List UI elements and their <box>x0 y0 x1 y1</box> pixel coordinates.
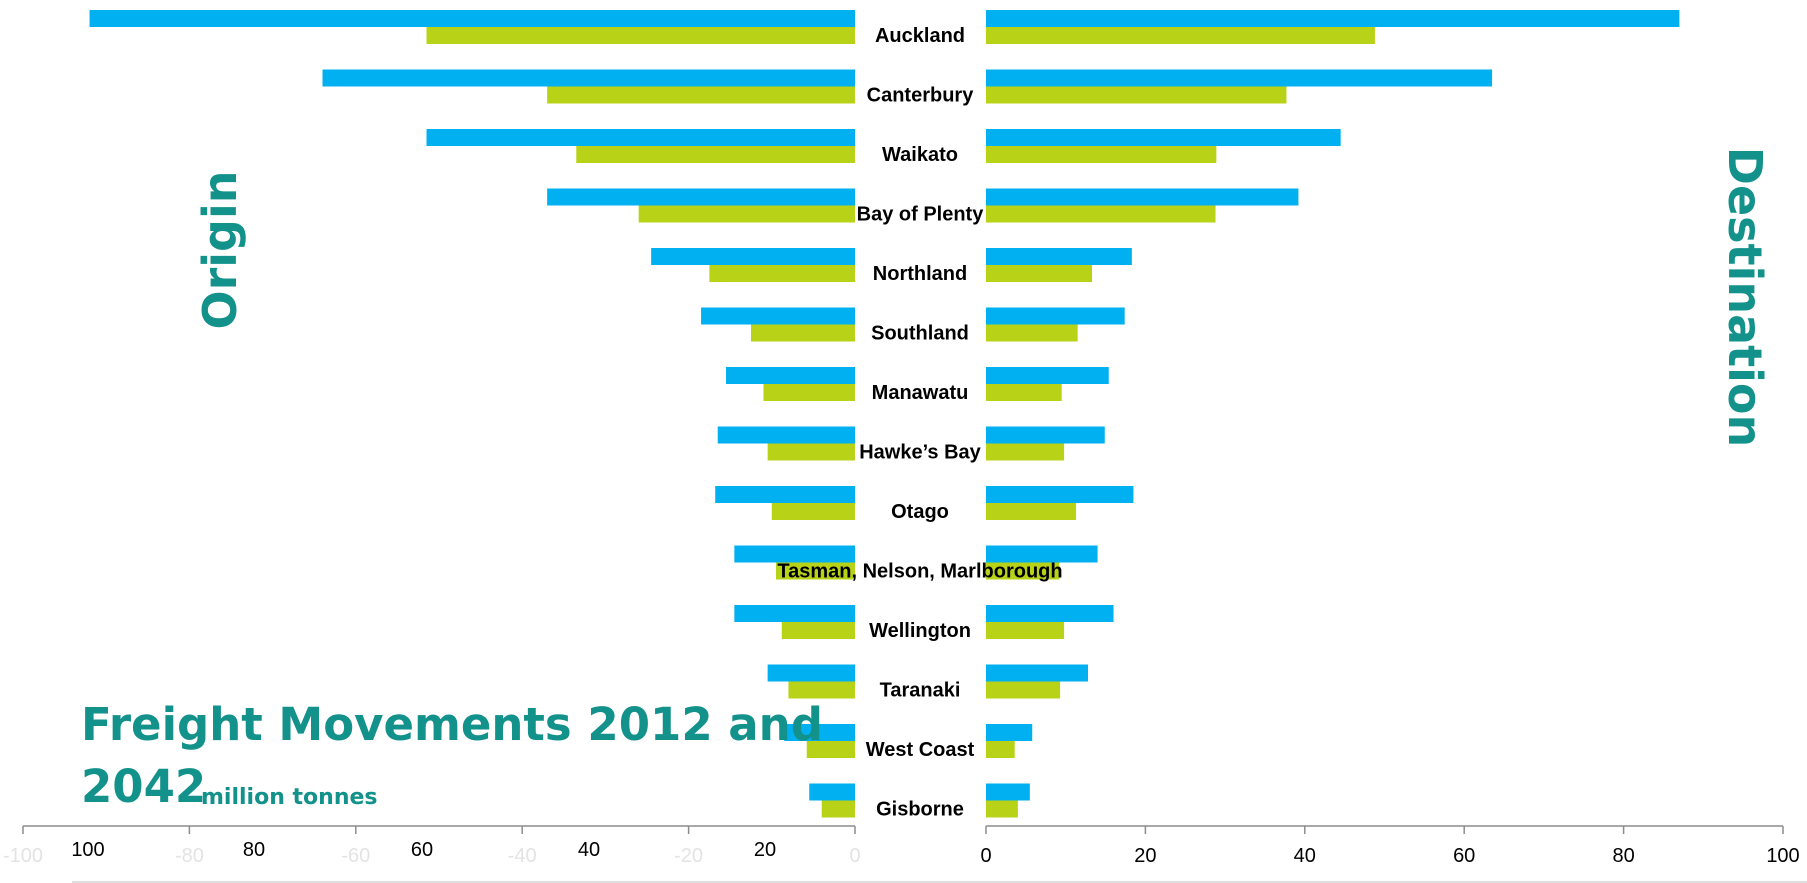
destination-bar-2012-hawke-s-bay <box>986 443 1065 461</box>
origin-ghost-tick-label: 0 <box>849 845 860 867</box>
origin-bar-2012-tasman-nelson-marlborough <box>775 562 855 580</box>
destination-bar-2012-canterbury <box>986 86 1287 104</box>
region-label-southland: Southland <box>871 323 969 345</box>
origin-bar-2042-hawke-s-bay <box>717 426 855 444</box>
destination-tick-label: 0 <box>980 845 991 867</box>
destination-bar-2042-west-coast <box>986 724 1033 741</box>
origin-bar-2012-gisborne <box>821 800 855 818</box>
destination-bar-2042-tasman-nelson-marlborough <box>986 545 1098 563</box>
destination-bar-2012-wellington <box>986 622 1065 639</box>
origin-bar-2042-southland <box>701 307 855 325</box>
origin-tick-label: 60 <box>411 839 433 861</box>
destination-bar-2042-wellington <box>986 605 1114 622</box>
origin-tick-label: 100 <box>71 839 104 861</box>
origin-bar-2042-wellington <box>734 605 855 622</box>
destination-bar-2012-southland <box>986 324 1078 342</box>
chart-title-line-1: Freight Movements 2012 and <box>81 698 823 751</box>
destination-bar-2042-canterbury <box>986 69 1493 87</box>
origin-bar-2012-waikato <box>576 146 855 163</box>
region-label-tasman-nelson-marlborough: Tasman, Nelson, Marlborough <box>777 561 1062 583</box>
region-label-gisborne: Gisborne <box>876 799 964 821</box>
destination-bar-2042-otago <box>986 486 1134 503</box>
destination-bar-2042-auckland <box>986 10 1680 27</box>
chart-units-subtitle: million tonnes <box>201 785 378 810</box>
region-label-west-coast: West Coast <box>866 739 975 761</box>
destination-tick-label: 60 <box>1453 845 1475 867</box>
origin-bar-2042-tasman-nelson-marlborough <box>734 545 855 563</box>
origin-bar-2042-bay-of-plenty <box>547 188 855 206</box>
destination-tick-label: 100 <box>1766 845 1799 867</box>
origin-bar-2012-southland <box>751 324 855 342</box>
destination-bar-2012-manawatu <box>986 384 1062 401</box>
destination-bar-2042-southland <box>986 307 1125 325</box>
destination-bar-2042-northland <box>986 248 1132 265</box>
destination-bar-2012-bay-of-plenty <box>986 205 1216 223</box>
destination-tick-label: 40 <box>1294 845 1316 867</box>
destination-bar-2042-hawke-s-bay <box>986 426 1105 444</box>
origin-bar-2042-northland <box>651 248 855 265</box>
origin-bar-2042-gisborne <box>809 783 855 801</box>
origin-bar-2012-hawke-s-bay <box>767 443 855 461</box>
region-label-canterbury: Canterbury <box>867 85 975 107</box>
origin-bar-2012-wellington <box>781 622 855 639</box>
origin-bar-2012-taranaki <box>788 681 855 699</box>
region-label-taranaki: Taranaki <box>880 680 961 702</box>
destination-bar-2042-gisborne <box>986 783 1030 801</box>
origin-bar-2042-west-coast <box>784 724 855 741</box>
chart-title-line-2: 2042 <box>81 760 206 813</box>
origin-bar-2012-manawatu <box>763 384 855 401</box>
axes-layer: -100 -80 -60 -40 -20 0 100 80 60 40 20 0 20 40 60 80 100 <box>3 825 1807 883</box>
origin-bar-2012-northland <box>709 265 855 282</box>
destination-bar-2012-taranaki <box>986 681 1061 699</box>
origin-bar-2042-auckland <box>89 10 855 27</box>
region-label-manawatu: Manawatu <box>872 382 969 404</box>
origin-ghost-tick-label: -100 <box>3 845 43 867</box>
bars-layer <box>89 10 1680 818</box>
origin-bar-2042-otago <box>715 486 855 503</box>
origin-ghost-tick-label: -20 <box>674 845 703 867</box>
destination-bar-2012-gisborne <box>986 800 1018 818</box>
origin-bar-2012-west-coast <box>806 741 855 758</box>
origin-bar-2012-otago <box>771 503 855 520</box>
destination-bar-2012-auckland <box>986 27 1375 44</box>
origin-ghost-tick-label: -80 <box>175 845 204 867</box>
region-label-northland: Northland <box>873 263 967 285</box>
origin-bar-2012-canterbury <box>547 86 855 104</box>
destination-tick-label: 20 <box>1134 845 1156 867</box>
origin-bar-2042-canterbury <box>322 69 855 87</box>
destination-bar-2042-waikato <box>986 129 1341 146</box>
destination-bar-2012-west-coast <box>986 741 1015 758</box>
destination-tick-label: 80 <box>1612 845 1634 867</box>
origin-ghost-tick-label: -60 <box>341 845 370 867</box>
destination-bar-2012-waikato <box>986 146 1217 163</box>
destination-bar-2012-otago <box>986 503 1077 520</box>
origin-ghost-tick-label: -40 <box>508 845 537 867</box>
destination-bar-2012-tasman-nelson-marlborough <box>986 562 1060 580</box>
origin-panel-label: Origin <box>193 170 247 329</box>
origin-tick-label: 40 <box>578 839 600 861</box>
region-label-otago: Otago <box>891 501 949 523</box>
destination-bar-2012-northland <box>986 265 1093 282</box>
region-label-bay-of-plenty: Bay of Plenty <box>857 204 985 226</box>
origin-tick-label: 20 <box>754 839 776 861</box>
category-labels-layer: Auckland Canterbury Waikato Bay of Plenty No… <box>777 25 1062 821</box>
destination-bar-2042-bay-of-plenty <box>986 188 1299 206</box>
origin-bar-2042-manawatu <box>726 367 855 384</box>
region-label-auckland: Auckland <box>875 25 965 47</box>
origin-tick-label: 80 <box>243 839 265 861</box>
destination-bar-2042-taranaki <box>986 664 1089 682</box>
region-label-hawke-s-bay: Hawke’s Bay <box>859 442 981 464</box>
origin-bar-2042-taranaki <box>767 664 855 682</box>
region-label-waikato: Waikato <box>882 144 958 166</box>
destination-bar-2042-manawatu <box>986 367 1109 384</box>
origin-bar-2042-waikato <box>426 129 855 146</box>
destination-panel-label: Destination <box>1718 147 1772 447</box>
origin-bar-2012-auckland <box>426 27 855 44</box>
origin-bar-2012-bay-of-plenty <box>638 205 855 223</box>
region-label-wellington: Wellington <box>869 620 971 642</box>
